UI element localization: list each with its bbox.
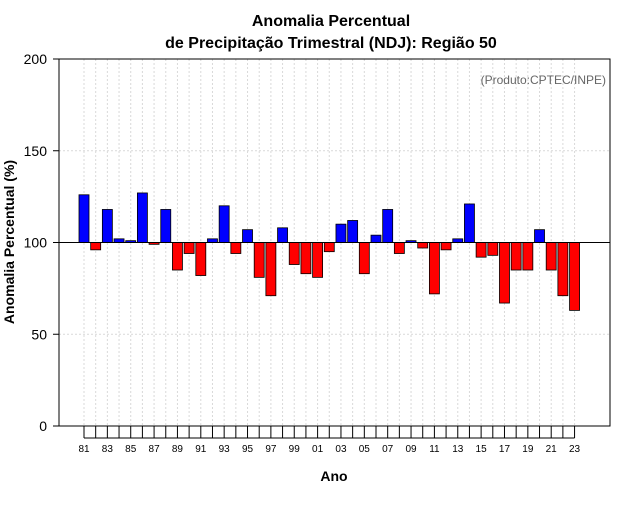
bar-06 [370,234,382,243]
x-tick-label: 01 [312,444,324,455]
x-tick-label: 85 [125,444,137,455]
x-tick-label: 23 [569,444,581,455]
bar-82 [90,242,102,251]
x-tick-label: 81 [78,444,90,455]
bar-20 [534,229,545,243]
y-tick-label: 200 [24,51,48,67]
x-axis-label: Ano [320,468,347,484]
bar-08 [393,242,405,254]
x-tick-label: 95 [242,444,254,455]
bar-19 [522,242,534,271]
bar-81 [78,194,90,243]
bar-22 [557,242,569,297]
x-tick-label: 87 [149,444,161,455]
bar-07 [382,209,394,243]
bars [78,192,580,311]
bar-18 [510,242,522,271]
y-tick-label: 150 [24,143,48,159]
x-tick-label: 21 [546,444,558,455]
bar-95 [242,229,253,243]
bar-98 [277,227,288,243]
bar-02 [323,242,335,253]
bar-15 [475,242,487,258]
x-tick-label: 91 [195,444,207,455]
x-tick-label: 13 [452,444,464,455]
x-tick-label: 09 [405,444,417,455]
bar-13 [452,238,464,243]
bar-23 [569,242,580,311]
bar-84 [113,238,125,243]
x-tick-label: 05 [359,444,371,455]
bar-90 [183,242,195,254]
x-tick-label: 97 [265,444,277,455]
bar-16 [487,242,499,256]
y-axis: 0 50 100 150 200 [24,51,59,434]
y-axis-label: Anomalia Percentual (%) [1,160,17,324]
x-tick-label: 19 [522,444,534,455]
chart-title-line2: de Precipitação Trimestral (NDJ): Região… [165,35,497,52]
bar-11 [428,242,440,295]
bar-12 [440,242,452,251]
bar-21 [545,242,557,271]
x-axis: 81 83 85 87 89 91 93 95 97 99 01 03 05 07 09 11 13 15 17 19… [78,426,581,455]
bar-03 [335,223,347,243]
chart-title-line1: Anomalia Percentual [252,13,410,30]
bar-14 [464,203,475,243]
y-tick-label: 100 [24,235,48,251]
bar-94 [230,242,242,254]
bar-05 [358,242,370,275]
bar-88 [160,209,172,243]
bar-01 [312,242,324,278]
x-tick-label: 15 [476,444,488,455]
y-tick-label: 50 [31,326,47,342]
bar-86 [136,192,148,243]
bar-97 [265,242,277,297]
bar-92 [207,238,218,243]
bar-99 [288,242,300,265]
x-tick-label: 93 [219,444,231,455]
bar-00 [300,242,312,275]
x-tick-label: 89 [172,444,184,455]
bar-04 [347,220,359,243]
x-tick-label: 11 [429,444,440,455]
bar-10 [417,242,429,249]
source-annotation: (Produto:CPTEC/INPE) [481,73,606,87]
bar-89 [172,242,183,271]
y-tick-label: 0 [39,418,47,434]
x-tick-label: 83 [102,444,114,455]
bar-96 [253,242,265,278]
bar-91 [195,242,207,276]
x-tick-label: 17 [499,444,511,455]
bar-93 [218,205,230,243]
x-tick-label: 07 [382,444,394,455]
x-tick-label: 99 [289,444,301,455]
bar-83 [101,209,113,243]
x-tick-label: 03 [335,444,347,455]
bar-17 [499,242,510,304]
grid-lines [59,59,610,426]
